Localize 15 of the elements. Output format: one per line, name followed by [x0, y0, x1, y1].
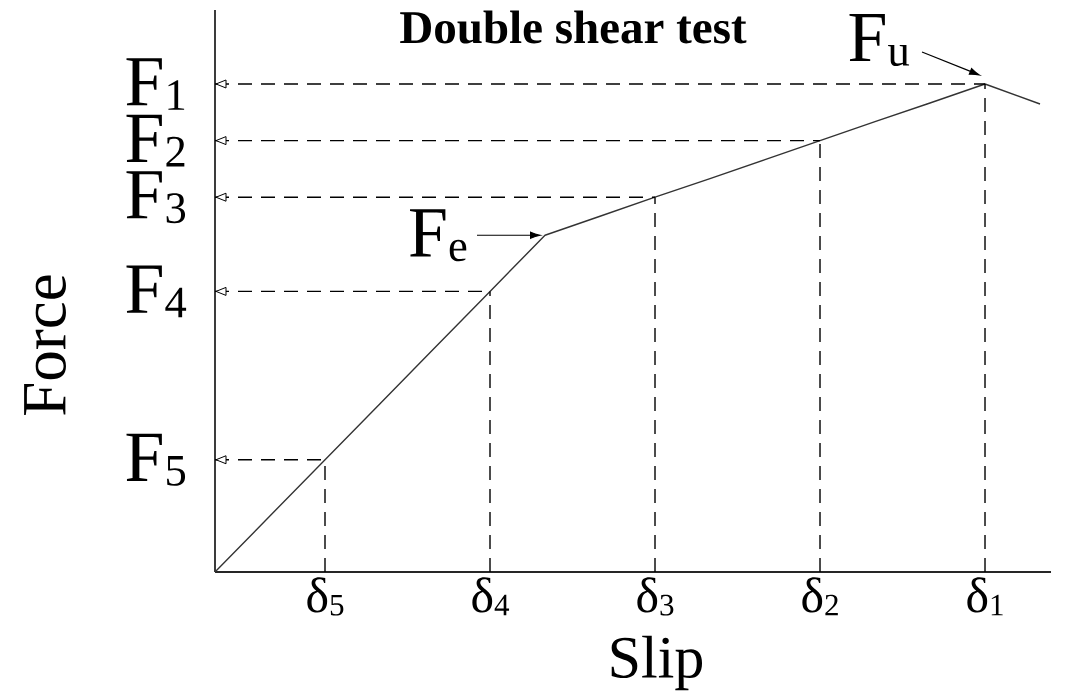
x-tick-label: δ$_{5}$: [307, 577, 344, 616]
series-label: F$_{3}$: [126, 171, 186, 224]
x-tick-label: δ$_{4}$: [472, 577, 510, 616]
x-tick-label: δ$_{3}$: [637, 577, 674, 616]
series-label: F$_{1}$: [126, 58, 185, 110]
chart-title: Double shear test: [400, 10, 747, 44]
x-tick-label: δ$_{2}$: [802, 577, 838, 616]
annotation: F$_{e}$: [410, 209, 467, 262]
series-label: F$_{4}$: [126, 265, 187, 318]
series-label: F$_{5}$: [126, 433, 186, 486]
series-label: F$_{2}$: [126, 114, 185, 167]
x-tick-label: δ$_{1}$: [967, 577, 1003, 616]
y-axis-title: Force: [24, 275, 66, 415]
x-axis-title: Slip: [611, 635, 703, 691]
text: F$_{u}$: [849, 13, 910, 67]
